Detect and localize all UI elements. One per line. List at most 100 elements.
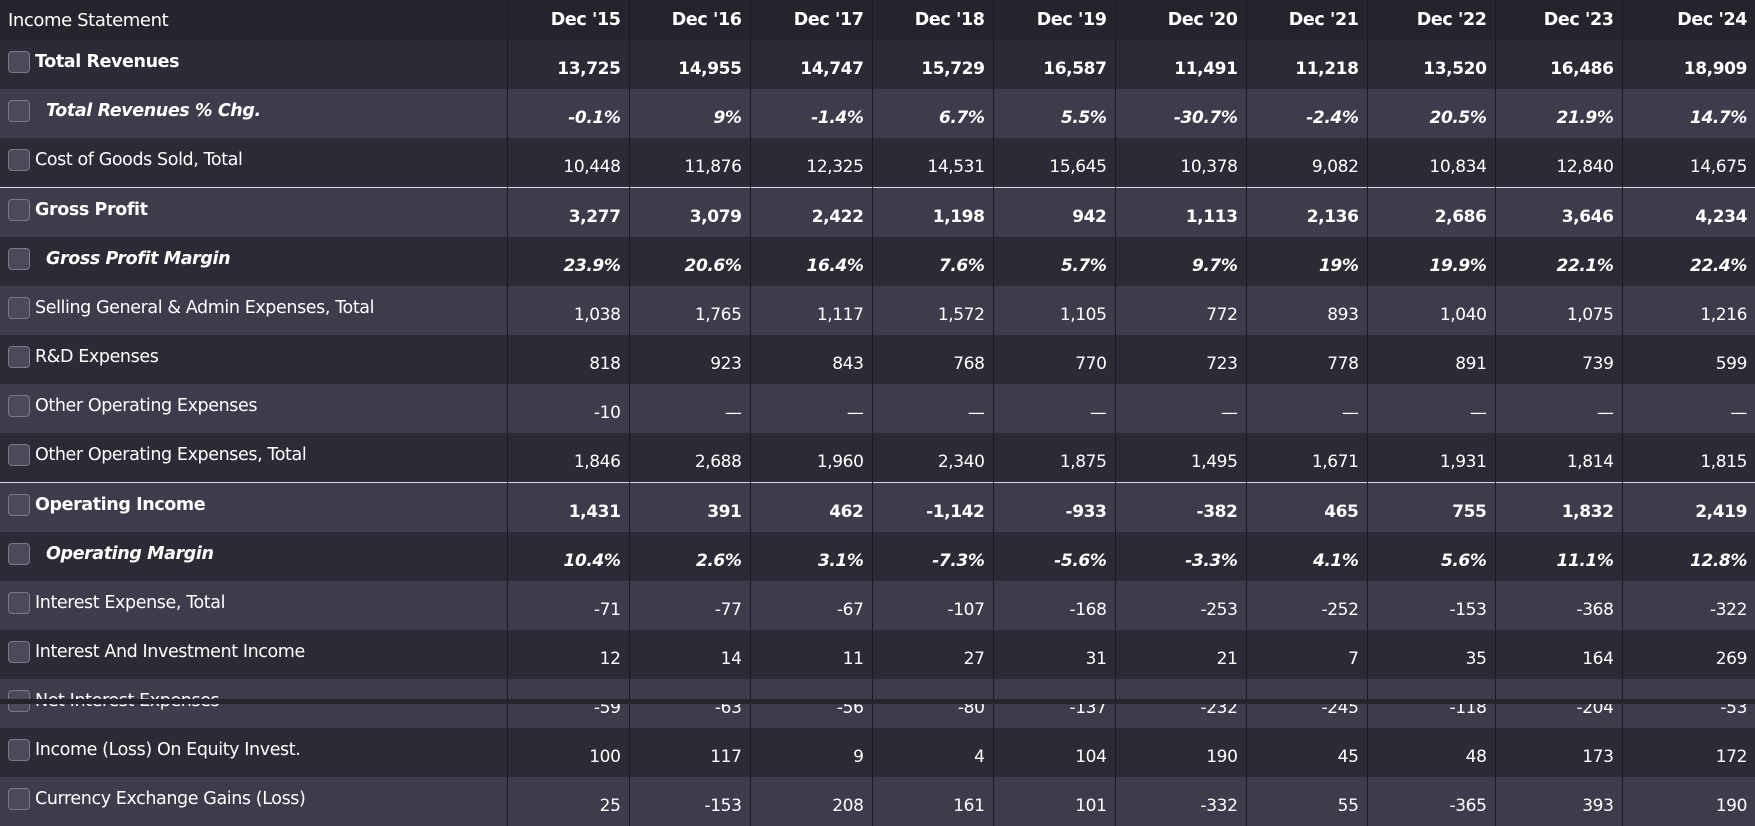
- table-cell: 9.7%: [1115, 237, 1247, 286]
- table-cell: 818: [507, 335, 630, 384]
- table-cell: 104: [993, 728, 1116, 777]
- table-cell: 778: [1246, 335, 1368, 384]
- table-cell: -2.4%: [1246, 89, 1368, 138]
- row-label-cell: Operating Margin: [0, 532, 508, 581]
- table-cell: -10: [507, 384, 630, 433]
- table-cell: 164: [1495, 630, 1623, 679]
- row-checkbox[interactable]: [8, 99, 30, 122]
- column-header[interactable]: Dec '15: [507, 0, 630, 40]
- column-header[interactable]: Dec '19: [993, 0, 1116, 40]
- row-checkbox[interactable]: [8, 198, 30, 221]
- table-cell: 1,846: [507, 433, 630, 483]
- row-label-cell: Total Revenues % Chg.: [0, 89, 508, 138]
- table-cell: 10,378: [1115, 138, 1247, 188]
- table-cell: -153: [629, 777, 751, 826]
- table-cell: -7.3%: [872, 532, 994, 581]
- table-cell: 4,234: [1622, 187, 1755, 237]
- table-cell: —: [1115, 384, 1247, 433]
- table-cell: 1,832: [1495, 482, 1623, 532]
- row-label: Total Revenues % Chg.: [46, 100, 261, 121]
- table-cell: 6.7%: [872, 89, 994, 138]
- row-label-cell: R&D Expenses: [0, 335, 508, 384]
- table-cell: 2,422: [750, 187, 873, 237]
- table-cell: 1,113: [1115, 187, 1247, 237]
- table-row: Cost of Goods Sold, Total 10,448 11,876 12,…: [0, 138, 1755, 188]
- table-cell: -368: [1495, 581, 1623, 630]
- row-checkbox[interactable]: [8, 542, 30, 565]
- table-cell: 1,815: [1622, 433, 1755, 483]
- bottom-edge: [0, 699, 1755, 704]
- column-header[interactable]: Dec '20: [1115, 0, 1247, 40]
- table-title: Income Statement: [0, 0, 508, 40]
- row-checkbox[interactable]: [8, 591, 30, 614]
- table-cell: -1,142: [872, 482, 994, 532]
- table-row: Gross Profit 3,277 3,079 2,422 1,198 942 1,113…: [0, 187, 1755, 237]
- table-cell: 14,531: [872, 138, 994, 188]
- row-label: Income (Loss) On Equity Invest.: [35, 739, 301, 760]
- table-cell: 12,840: [1495, 138, 1623, 188]
- table-cell: 2,419: [1622, 482, 1755, 532]
- row-label-cell: Cost of Goods Sold, Total: [0, 138, 508, 188]
- table-cell: 3,079: [629, 187, 751, 237]
- table-cell: 9,082: [1246, 138, 1368, 188]
- table-row: Interest And Investment Income 12 14 11 27 31…: [0, 630, 1755, 679]
- table-cell: -0.1%: [507, 89, 630, 138]
- row-label-cell: Interest And Investment Income: [0, 630, 508, 679]
- row-label: Operating Income: [35, 494, 206, 515]
- table-cell: 25: [507, 777, 630, 826]
- table-cell: 599: [1622, 335, 1755, 384]
- table-cell: 768: [872, 335, 994, 384]
- column-header[interactable]: Dec '23: [1495, 0, 1623, 40]
- table-cell: -332: [1115, 777, 1247, 826]
- table-cell: -365: [1367, 777, 1496, 826]
- table-cell: —: [1246, 384, 1368, 433]
- row-checkbox[interactable]: [8, 394, 30, 417]
- column-header[interactable]: Dec '21: [1246, 0, 1368, 40]
- table-cell: 1,931: [1367, 433, 1496, 483]
- table-cell: 1,038: [507, 286, 630, 335]
- row-label-cell: Gross Profit Margin: [0, 237, 508, 286]
- row-checkbox[interactable]: [8, 738, 30, 761]
- table-cell: 117: [629, 728, 751, 777]
- column-header[interactable]: Dec '16: [629, 0, 751, 40]
- table-cell: 14.7%: [1622, 89, 1755, 138]
- table-cell: 18,909: [1622, 40, 1755, 89]
- table-cell: 2,340: [872, 433, 994, 483]
- column-header[interactable]: Dec '17: [750, 0, 873, 40]
- row-checkbox[interactable]: [8, 787, 30, 810]
- row-checkbox[interactable]: [8, 345, 30, 368]
- table-cell: —: [993, 384, 1116, 433]
- row-checkbox[interactable]: [8, 148, 30, 171]
- row-checkbox[interactable]: [8, 640, 30, 663]
- table-cell: —: [629, 384, 751, 433]
- table-cell: -252: [1246, 581, 1368, 630]
- table-cell: 14,747: [750, 40, 873, 89]
- row-checkbox[interactable]: [8, 443, 30, 466]
- row-label-cell: Other Operating Expenses: [0, 384, 508, 433]
- table-cell: -168: [993, 581, 1116, 630]
- table-cell: 16.4%: [750, 237, 873, 286]
- table-cell: 393: [1495, 777, 1623, 826]
- table-cell: 1,117: [750, 286, 873, 335]
- table-cell: 208: [750, 777, 873, 826]
- table-cell: 462: [750, 482, 873, 532]
- row-checkbox[interactable]: [8, 50, 30, 73]
- column-header[interactable]: Dec '24: [1622, 0, 1755, 40]
- row-checkbox[interactable]: [8, 493, 30, 516]
- table-cell: -71: [507, 581, 630, 630]
- row-label-cell: Gross Profit: [0, 187, 508, 237]
- table-cell: 5.7%: [993, 237, 1116, 286]
- row-checkbox[interactable]: [8, 247, 30, 270]
- table-cell: 923: [629, 335, 751, 384]
- table-cell: 12: [507, 630, 630, 679]
- table-cell: 891: [1367, 335, 1496, 384]
- table-cell: -382: [1115, 482, 1247, 532]
- row-checkbox[interactable]: [8, 296, 30, 319]
- column-header[interactable]: Dec '22: [1367, 0, 1496, 40]
- table-cell: 1,040: [1367, 286, 1496, 335]
- table-cell: 1,216: [1622, 286, 1755, 335]
- column-header[interactable]: Dec '18: [872, 0, 994, 40]
- table-cell: 2.6%: [629, 532, 751, 581]
- row-label-cell: Income (Loss) On Equity Invest.: [0, 728, 508, 777]
- table-row: Total Revenues 13,725 14,955 14,747 15,729 16…: [0, 40, 1755, 89]
